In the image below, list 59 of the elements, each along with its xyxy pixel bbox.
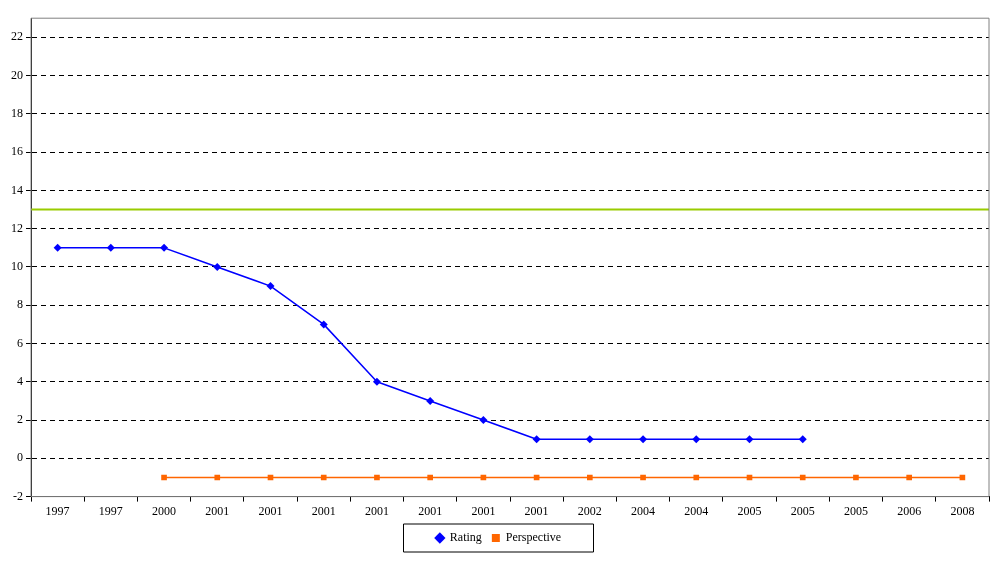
point [692,435,701,444]
point [214,474,221,481]
x-tick-label: 2001 [311,503,336,518]
point [693,474,700,481]
x-tick-label: 2008 [950,503,975,518]
point [640,474,646,481]
point [906,474,912,481]
x-tick-label: 2005 [790,503,815,518]
x-tick-label: 2001 [205,503,230,518]
legend-label: Perspective [505,530,562,545]
x-tick-label: 2001 [258,503,283,518]
y-tick-label: 10 [11,259,23,274]
x-tick-label: 2006 [897,503,922,518]
point [799,474,806,481]
x-tick-label: 1997 [98,503,123,518]
point [374,474,380,481]
x-tick-label: 2005 [737,503,762,518]
y-tick-label: 6 [17,335,23,350]
x-tick-label: 2004 [631,503,656,518]
point [320,474,327,481]
x-tick-label: 1997 [45,503,70,518]
y-tick-label: 8 [17,297,23,312]
point [427,474,433,481]
y-tick-label: 20 [11,67,23,82]
point [161,474,167,481]
point [266,282,275,291]
x-tick-label: 2001 [524,503,549,518]
x-tick-label: 2001 [471,503,496,518]
legend-label: Rating [449,530,482,545]
y-tick-label: 22 [11,29,23,44]
x-tick-label: 2002 [577,503,602,518]
x-tick-label: 2000 [152,503,177,518]
y-tick-label: -2 [13,488,23,503]
x-tick-label: 2005 [843,503,868,518]
point [426,396,435,405]
point [479,416,488,425]
y-tick-label: 16 [11,144,23,159]
point [798,435,807,444]
x-tick-label: 2004 [684,503,709,518]
point [745,435,754,444]
point [319,320,328,329]
point [372,377,381,386]
point [532,435,541,444]
y-tick-label: 2 [17,412,23,427]
point [853,474,859,481]
x-tick-label: 2001 [418,503,443,518]
point [587,474,593,481]
point [106,243,115,252]
y-tick-label: 14 [11,182,23,197]
point [639,435,648,444]
y-tick-label: 18 [11,106,23,121]
point [585,435,594,444]
point [53,243,62,252]
y-tick-label: 0 [17,450,23,465]
point [160,243,169,252]
x-tick-label: 2001 [364,503,389,518]
y-tick-label: 4 [17,373,23,388]
y-tick-label: 12 [11,220,23,235]
point [213,262,222,271]
